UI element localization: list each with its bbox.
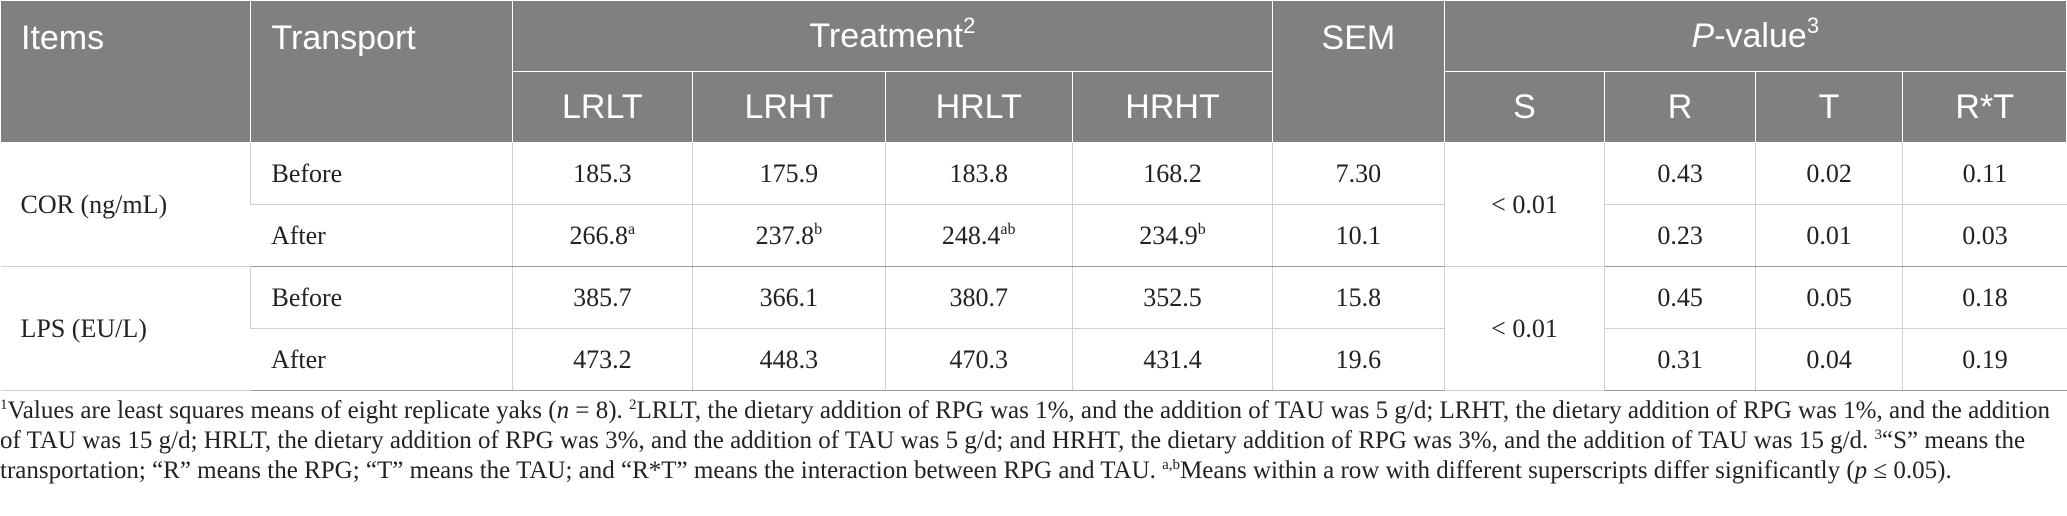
- cell-pvalue-r: 0.43: [1604, 142, 1756, 205]
- cell-pvalue-s: < 0.01: [1443, 266, 1605, 391]
- cell-pvalue-rt: 0.11: [1902, 142, 2067, 205]
- cell-value: 352.5: [1071, 266, 1273, 329]
- cell-transport: After: [250, 328, 513, 391]
- cell-pvalue-rt: 0.18: [1902, 266, 2067, 329]
- table-row: After 266.8a 237.8b 248.4ab 234.9b 10.1 …: [1, 204, 2067, 267]
- cell-transport: Before: [250, 142, 513, 205]
- cell-pvalue-rt: 0.03: [1902, 204, 2067, 267]
- cell-value: 183.8: [884, 142, 1073, 205]
- cell-sem: 10.1: [1272, 204, 1445, 267]
- cell-value: 473.2: [511, 328, 693, 391]
- header-treatment-lrht: LRHT: [692, 71, 886, 143]
- header-effect-t: T: [1754, 71, 1904, 143]
- row-item-cor: COR (ng/mL): [0, 142, 251, 267]
- cell-value: 168.2: [1071, 142, 1273, 205]
- footnote-ref-2: 2: [963, 12, 976, 38]
- cell-value: 185.3: [511, 142, 693, 205]
- cell-sem: 7.30: [1272, 142, 1445, 205]
- cell-value: 470.3: [884, 328, 1073, 391]
- cell-value: 380.7: [884, 266, 1073, 329]
- header-items: Items: [0, 0, 252, 143]
- footnote-ref-3: 3: [1806, 12, 1820, 38]
- cell-value: 234.9b: [1071, 204, 1273, 267]
- cell-pvalue-rt: 0.19: [1902, 328, 2067, 391]
- header-transport: Transport: [250, 0, 513, 143]
- cell-transport: After: [250, 204, 513, 267]
- header-effect-rt: R*T: [1902, 71, 2067, 143]
- header-treatment-hrlt: HRLT: [884, 71, 1073, 143]
- cell-value: 431.4: [1071, 328, 1273, 391]
- cell-sem: 19.6: [1272, 328, 1445, 391]
- cell-pvalue-t: 0.05: [1754, 266, 1903, 329]
- cell-value: 175.9: [692, 142, 886, 205]
- cell-value: 237.8b: [692, 204, 886, 267]
- cell-value: 448.3: [692, 328, 886, 391]
- cell-pvalue-s: < 0.01: [1443, 142, 1605, 267]
- cell-value: 385.7: [511, 266, 693, 329]
- table-footnote: 1Values are least squares means of eight…: [0, 397, 2051, 484]
- row-item-lps: LPS (EU/L): [0, 266, 251, 391]
- header-pvalue: P-value3: [1443, 0, 2067, 72]
- cell-pvalue-r: 0.31: [1604, 328, 1756, 391]
- cell-sem: 15.8: [1272, 266, 1445, 329]
- table-row: After 473.2 448.3 470.3 431.4 19.6 0.31 …: [1, 328, 2067, 391]
- table-row: LPS (EU/L) Before 385.7 366.1 380.7 352.…: [0, 266, 2067, 391]
- cell-pvalue-t: 0.04: [1754, 328, 1903, 391]
- cell-value: 366.1: [692, 266, 886, 329]
- header-effect-r: R: [1604, 71, 1756, 143]
- header-sem: SEM: [1272, 0, 1445, 143]
- cell-pvalue-t: 0.02: [1754, 142, 1903, 205]
- header-treatment: Treatment2: [511, 0, 1274, 72]
- cell-pvalue-r: 0.45: [1604, 266, 1756, 329]
- cell-transport: Before: [250, 266, 513, 329]
- cell-pvalue-r: 0.23: [1604, 204, 1756, 267]
- header-treatment-lrlt: LRLT: [511, 71, 694, 143]
- cell-pvalue-t: 0.01: [1754, 204, 1903, 267]
- header-effect-s: S: [1443, 71, 1606, 143]
- cell-value: 266.8a: [511, 204, 693, 267]
- cell-value: 248.4ab: [884, 204, 1073, 267]
- table-row: COR (ng/mL) Before 185.3 175.9 183.8 168…: [0, 142, 2067, 267]
- results-table: Items Transport Treatment2 SEM P-value3 …: [0, 0, 2067, 391]
- header-treatment-hrht: HRHT: [1071, 71, 1274, 143]
